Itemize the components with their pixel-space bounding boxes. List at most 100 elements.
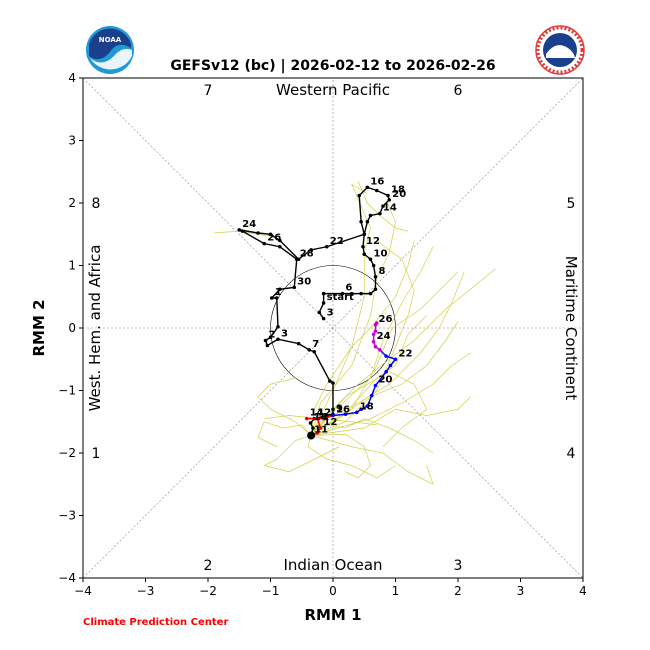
observed-point [373,287,378,292]
observed-day-label: 26 [267,233,281,244]
forecast-day-label: 14 [310,408,324,419]
observed-day-label: 7 [312,339,319,350]
observed-point [262,241,267,246]
observed-line [238,186,391,436]
ensemble-member-17 [310,271,459,436]
ensemble-member-11 [310,240,415,436]
ensemble-member-9 [310,183,371,436]
observed-point [308,421,313,425]
observed-point [340,291,345,296]
ensemble-member-18 [311,352,471,436]
observed-point [321,291,326,296]
x-tick-label: −3 [137,584,155,598]
ensemble-member-22 [357,180,409,232]
observed-point [361,244,365,249]
observed-day-label: 6 [345,283,352,294]
observed-point [357,193,362,198]
forecast-point [374,321,379,325]
forecast-point [343,412,348,417]
observed-point [371,263,376,268]
y-axis-ticks: −4 −3 −2 −1 0 1 2 3 4 [58,71,83,585]
y-tick-label: −3 [58,509,76,523]
observed-point [365,185,370,190]
forecast-day-label: 20 [379,375,393,386]
observed-point [387,198,392,202]
x-axis-label: RMM 1 [304,606,361,624]
phase-label-7: 7 [204,83,213,99]
observed-point [276,337,280,342]
observed-point [359,219,363,224]
observed-point [268,335,273,340]
forecast-point [331,413,335,418]
observed-day-label: start [327,292,354,303]
x-tick-label: 4 [579,584,587,598]
observed-point [368,257,373,262]
observed-day-label: 9 [336,403,343,414]
forecast-day-label: 24 [377,331,391,342]
y-tick-label: 2 [68,196,76,210]
observed-point [312,349,317,354]
y-tick-label: 3 [68,134,76,148]
forecast-day-label: 16 [336,405,350,416]
x-tick-label: 3 [517,584,525,598]
forecast-point [373,344,378,349]
x-tick-label: 0 [329,584,337,598]
observed-point [359,291,363,296]
noaa-logo: NOAA [86,26,134,74]
forecast-point [304,416,309,421]
forecast-point [315,416,320,421]
forecast-point [365,404,370,408]
observed-point [311,426,315,430]
ensemble-member-19 [310,315,427,436]
observed-point [331,407,335,412]
observed-point [296,341,301,346]
credit-text: Climate Prediction Center [83,617,228,628]
observed-point [268,232,273,237]
forecast-point [371,339,376,344]
ensemble-member-8 [311,435,434,485]
forecast-day-label: 18 [360,401,374,412]
forecast-point [359,407,363,412]
ensemble-member-10 [310,271,465,436]
phase-label-2: 2 [204,558,213,574]
ensemble-member-16 [307,435,396,479]
ensemble-member-20 [311,433,371,479]
region-maritime-continent: Maritime Continent [562,256,580,401]
observed-point [317,310,322,315]
observed-point [321,301,326,305]
y-tick-label: 0 [68,321,76,335]
region-western-pacific: Western Pacific [276,81,390,99]
y-tick-label: −1 [58,384,76,398]
forecast-point [378,348,382,352]
ensemble-member-23 [214,230,277,238]
observed-point [265,343,270,348]
observed-point [373,274,378,279]
observed-day-label: 24 [242,219,256,230]
svg-text:NOAA: NOAA [99,36,122,44]
observed-day-label: 12 [366,236,380,247]
observed-point [237,228,242,232]
x-tick-label: −2 [199,584,217,598]
y-axis-label: RMM 2 [30,299,48,356]
ensemble-member-6 [310,321,459,436]
forecast-point [321,416,326,421]
observed-point [240,229,245,233]
x-tick-label: −1 [262,584,280,598]
forecast-point [384,354,388,358]
observed-point [276,324,280,329]
forecast-point [318,426,323,430]
forecast-day-label: 12 [324,417,338,428]
forecast-point [354,410,359,415]
observed-day-label: 3 [281,328,288,339]
x-axis-ticks: −4 −3 −2 −1 0 1 2 3 4 [74,578,587,598]
phase-label-6: 6 [454,83,463,99]
observed-point [365,219,370,224]
observed-point [292,285,297,290]
observed-day-label: 14 [383,203,397,214]
phase-label-4: 4 [567,446,576,462]
chart-title: GEFSv12 (bc) | 2026-02-12 to 2026-02-26 [170,58,495,74]
observed-day-label: 20 [392,189,406,200]
observed-point [324,413,329,418]
forecast-point [373,329,378,333]
